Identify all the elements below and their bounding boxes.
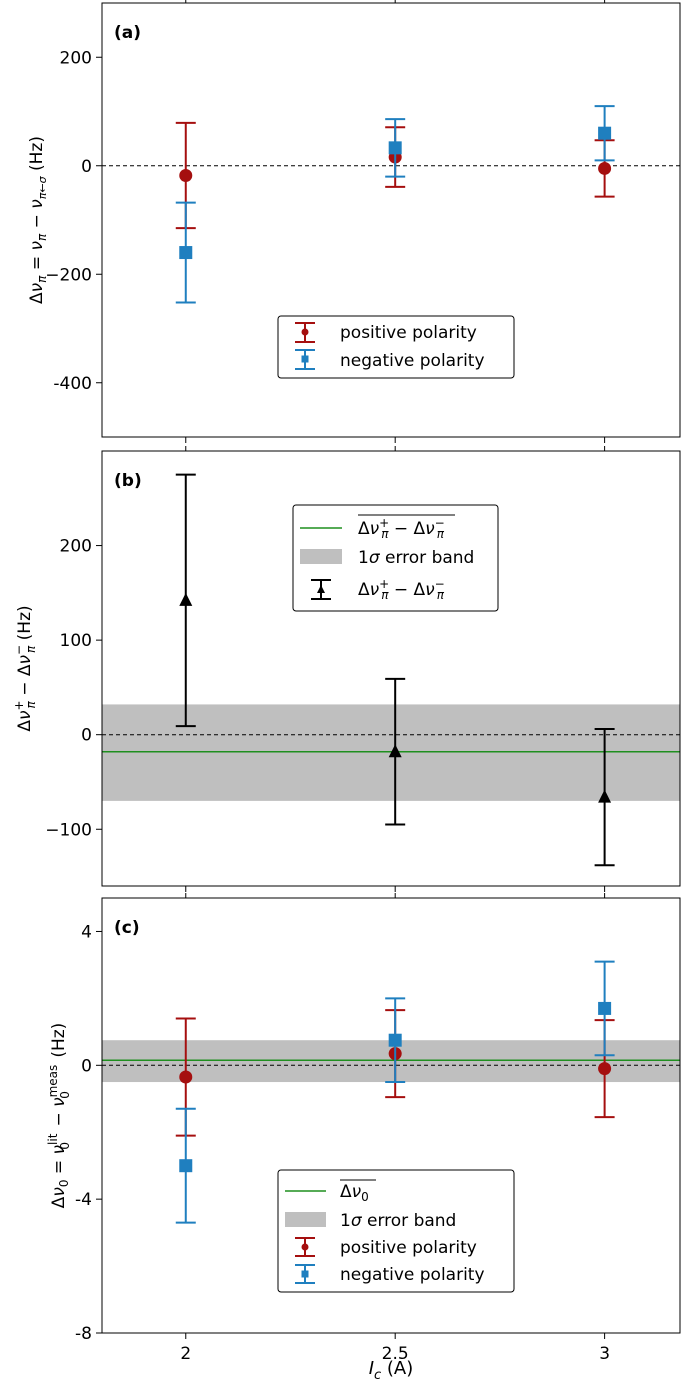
legend-marker-negative	[301, 1270, 309, 1278]
y-tick-label: −100	[45, 820, 92, 840]
x-tick-label: 2	[180, 1344, 191, 1364]
x-axis-label-symbol: I	[369, 1358, 374, 1379]
y-tick-label: 0	[81, 726, 92, 746]
x-axis-label-unit: (A)	[381, 1358, 413, 1379]
y-tick-label: 200	[60, 48, 92, 68]
data-point-circle-2	[598, 161, 612, 175]
data-point-triangle-0	[179, 592, 193, 606]
y-tick-label: 100	[60, 631, 92, 651]
legend-label-negative: negative polarity	[340, 351, 485, 371]
legend-marker-positive	[301, 1243, 309, 1251]
panel-c: 40-4-82 2.5 3(c)Δν0 = νlit0 − νmeas0 (Hz)Δ…	[46, 893, 681, 1364]
panel-label: (a)	[114, 23, 141, 43]
error-band	[102, 1040, 680, 1083]
data-point-square-0	[179, 1159, 193, 1173]
legend-box	[277, 1169, 515, 1293]
panel-a: 200 0 −200 -400 (a) Δνπ = νπ − νπ←σ (Hz) posit…	[27, 0, 681, 443]
legend-marker-positive	[301, 328, 309, 336]
panel-label: (c)	[114, 918, 140, 938]
axes-frame	[101, 450, 681, 887]
plot-area-2	[102, 960, 680, 1224]
x-tick-label: 3	[599, 1344, 610, 1364]
legend-marker-negative	[301, 355, 309, 363]
legend-label-band: 1σ error band	[358, 548, 474, 568]
x-axis-label-subscript: c	[374, 1368, 381, 1383]
y-axis-label: Δνπ = νπ − νπ←σ (Hz)	[27, 136, 49, 304]
legend-label-negative: negative polarity	[340, 1265, 485, 1285]
legend-box	[277, 315, 515, 379]
y-tick-label: 0	[81, 1056, 92, 1076]
legend-marker-difference	[317, 585, 325, 593]
data-point-circle-0	[179, 169, 193, 183]
data-point-circle-0	[179, 1070, 193, 1084]
data-point-square-2	[598, 126, 612, 140]
data-point-square-2	[598, 1001, 612, 1015]
y-tick-label: -8	[75, 1324, 92, 1344]
axes-frame	[101, 2, 681, 438]
legend-swatch-band	[285, 1212, 326, 1227]
legend-label-positive: positive polarity	[340, 1238, 477, 1258]
x-tick-label: 2.5	[382, 1344, 409, 1364]
y-tick-label: 4	[81, 922, 92, 942]
legend-label-positive: positive polarity	[340, 323, 477, 343]
data-point-square-1	[388, 141, 402, 155]
legend-label-band: 1σ error band	[340, 1211, 456, 1231]
legend: Δν+ π − Δν− π 1σ error band Δν+ π − Δν− π	[292, 504, 499, 612]
legend-label-difference: Δν+ π − Δν− π	[358, 577, 445, 602]
y-tick-label: 200	[60, 537, 92, 557]
y-axis-label: Δν+π − Δν−π (Hz)	[12, 605, 38, 731]
x-axis-label: Ic (A)	[369, 1358, 414, 1383]
data-point-triangle-2	[598, 789, 612, 803]
legend-label-mean: Δν+ π − Δν− π	[358, 516, 445, 541]
data-point-square-1	[388, 1033, 402, 1047]
data-point-square-0	[179, 246, 193, 260]
data-point-triangle-1	[388, 744, 402, 758]
y-tick-label: -4	[75, 1190, 92, 1210]
axes-frame	[101, 897, 681, 1334]
legend-box	[292, 504, 499, 612]
data-point-circle-2	[598, 1062, 612, 1076]
y-tick-label: 0	[81, 157, 92, 177]
legend: positive polarity negative polarity	[277, 315, 515, 379]
y-tick-label: −200	[45, 265, 92, 285]
legend-swatch-band	[300, 549, 342, 564]
plot-area-1	[102, 473, 680, 867]
panel-label: (b)	[114, 471, 142, 491]
y-tick-label: -400	[53, 374, 92, 394]
y-axis-label: Δν0 = νlit0 − νmeas0 (Hz)	[46, 1023, 72, 1209]
plot-area-0	[102, 105, 680, 304]
panel-b: 200 100 0 −100 (b) Δν+π − Δν−π (Hz) Δν+ π − Δν−…	[12, 446, 681, 892]
